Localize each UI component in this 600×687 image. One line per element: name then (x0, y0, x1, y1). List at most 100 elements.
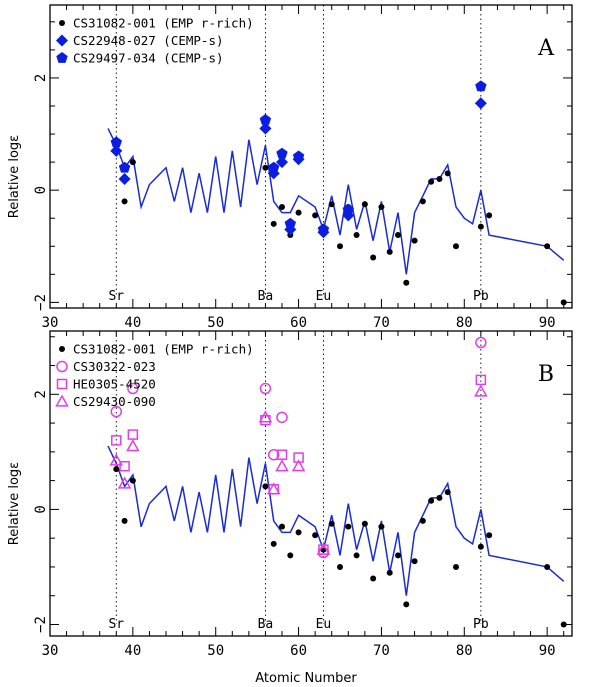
data-point (317, 223, 330, 235)
data-point (428, 497, 435, 504)
element-label: Eu (316, 289, 332, 304)
legend-marker (56, 378, 68, 390)
data-point (453, 563, 459, 570)
legend-marker (55, 394, 69, 407)
legend-marker (56, 52, 68, 63)
data-point (111, 435, 122, 446)
legend-marker (59, 346, 65, 352)
y-tick-label: 0 (33, 186, 49, 194)
data-point (419, 198, 426, 205)
data-point (129, 477, 136, 484)
x-tick-label: 30 (42, 315, 59, 331)
legend-entry: CS29497-034 (CEMP-s) (73, 51, 224, 66)
x-tick-label: 60 (290, 643, 307, 659)
data-point (370, 575, 377, 582)
data-point (411, 558, 418, 565)
data-point (110, 144, 123, 157)
data-point (337, 243, 343, 250)
data-point (266, 482, 281, 495)
data-point (279, 523, 285, 530)
data-point (328, 520, 335, 527)
data-point (119, 460, 130, 472)
element-label: Sr (108, 289, 124, 304)
data-point (270, 540, 277, 547)
data-point (337, 563, 343, 570)
legend-entry: CS29430-090 (73, 394, 156, 409)
plot-frame (49, 4, 573, 309)
data-point (275, 459, 289, 472)
data-point (118, 172, 131, 185)
series-circle-filled (113, 466, 567, 628)
data-point (267, 448, 280, 461)
data-point (419, 517, 426, 524)
data-point (126, 439, 140, 452)
data-point (268, 161, 280, 173)
data-point (129, 159, 136, 166)
x-tick-label: 40 (124, 643, 141, 659)
data-point (486, 532, 493, 539)
data-point (544, 243, 551, 250)
x-tick-label: 60 (290, 315, 307, 331)
model-line (107, 128, 565, 275)
data-point (127, 382, 139, 395)
data-point (361, 520, 368, 527)
x-axis-label: Atomic Number (255, 671, 357, 686)
data-point (395, 232, 401, 239)
data-point (386, 248, 393, 255)
data-point (295, 529, 302, 536)
y-axis-label: Relative logε (7, 135, 22, 218)
data-point (121, 517, 128, 524)
y-axis-label: Relative logε (7, 462, 22, 545)
y-tick-label: 2 (33, 74, 49, 82)
data-point (361, 201, 368, 208)
data-point (259, 122, 272, 135)
data-point (395, 552, 401, 559)
x-tick-label: 50 (207, 315, 224, 331)
element-label: Ba (258, 617, 274, 632)
data-point (279, 204, 285, 210)
data-point (295, 209, 302, 216)
panel-a: 30 40 50 60 70 80 90 −2 0 2 Relative logε Sr Ba Eu Pb A… (7, 4, 573, 331)
data-point (411, 237, 418, 244)
legend-marker (59, 20, 65, 26)
data-point (436, 175, 443, 182)
x-tick-label: 80 (456, 315, 473, 331)
element-label: Eu (316, 617, 332, 632)
model-line (107, 445, 565, 596)
data-point (475, 336, 487, 349)
data-point (276, 156, 288, 169)
data-point (284, 217, 296, 229)
data-point (474, 97, 487, 110)
data-point (259, 382, 272, 395)
data-point (312, 212, 319, 219)
data-point (109, 453, 124, 466)
series-circle-open (110, 336, 487, 559)
data-point (475, 80, 487, 92)
data-point (258, 410, 273, 423)
data-point (270, 220, 277, 227)
element-label: Sr (108, 617, 124, 632)
y-tick-label: 2 (33, 390, 49, 398)
series-square-open (111, 374, 487, 555)
data-point (436, 494, 443, 501)
data-point (312, 532, 319, 539)
data-point (287, 552, 294, 559)
data-point (110, 405, 123, 418)
data-point (118, 161, 131, 173)
series-pentagon-filled (110, 80, 487, 235)
data-point (560, 621, 567, 628)
data-point (428, 178, 435, 185)
data-point (328, 201, 335, 208)
data-point (403, 279, 410, 286)
legend-entry: CS30322-023 (73, 359, 156, 374)
series-circle-filled (113, 147, 567, 306)
data-point (342, 203, 354, 215)
data-point (560, 299, 567, 306)
data-point (378, 523, 385, 530)
x-tick-label: 70 (373, 643, 390, 659)
data-point (292, 150, 305, 162)
series-triangle-open (109, 384, 488, 555)
data-point (113, 466, 120, 473)
data-point (544, 563, 551, 570)
legend-entry: HE0305-4520 (73, 377, 156, 392)
